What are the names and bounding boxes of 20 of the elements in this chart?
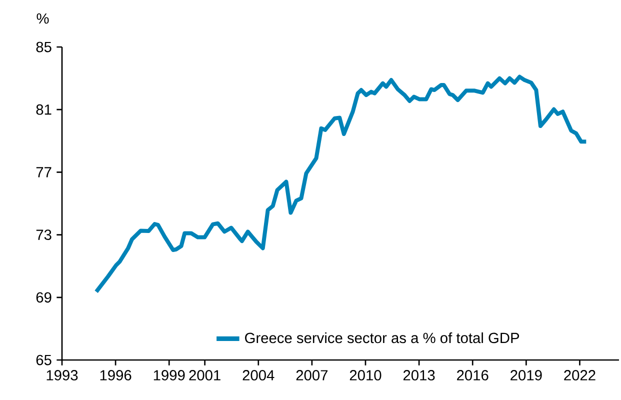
- x-tick-label: 2019: [510, 370, 542, 380]
- y-tick-label: 73: [36, 230, 52, 240]
- y-tick-label: 69: [36, 292, 52, 303]
- x-tick-label: 2004: [242, 370, 274, 380]
- x-tick-label: 1999: [154, 370, 185, 380]
- x-tick-label: 2013: [403, 370, 435, 380]
- legend-label: Greece service sector as a % of total GDP: [245, 332, 520, 344]
- x-tick-label: 2010: [350, 370, 382, 380]
- x-tick-label: 2016: [457, 370, 488, 380]
- x-tick-label: 2007: [296, 370, 328, 380]
- y-tick-label: 77: [36, 167, 52, 178]
- y-tick-label: 65: [36, 354, 52, 366]
- y-tick-label: 85: [36, 42, 52, 52]
- y-axis-title: %: [36, 13, 49, 24]
- x-tick-label: 1993: [46, 370, 78, 380]
- y-tick-label: 81: [36, 104, 52, 115]
- x-tick-label: 1996: [100, 370, 132, 380]
- x-tick-label: 2022: [564, 370, 596, 380]
- line-series: [94, 74, 588, 294]
- x-tick-label: 2001: [189, 370, 220, 380]
